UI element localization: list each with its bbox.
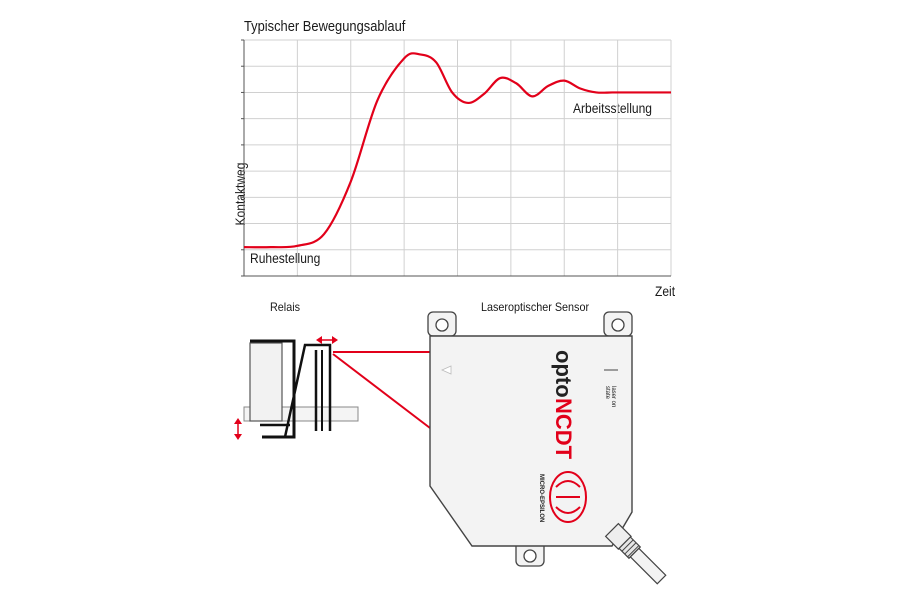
series-line — [243, 52, 672, 249]
annotation-arbeitsstellung: Arbeitsstellung — [573, 100, 652, 116]
chart-grid — [241, 39, 672, 277]
chart-axes — [243, 40, 671, 277]
sensor-label: Laseroptischer Sensor — [481, 300, 590, 314]
relais-label: Relais — [270, 300, 301, 314]
annotation-ruhestellung: Ruhestellung — [250, 250, 321, 266]
x-axis-label: Zeit — [655, 283, 676, 299]
chart-title: Typischer Bewegungsablauf — [244, 18, 406, 35]
